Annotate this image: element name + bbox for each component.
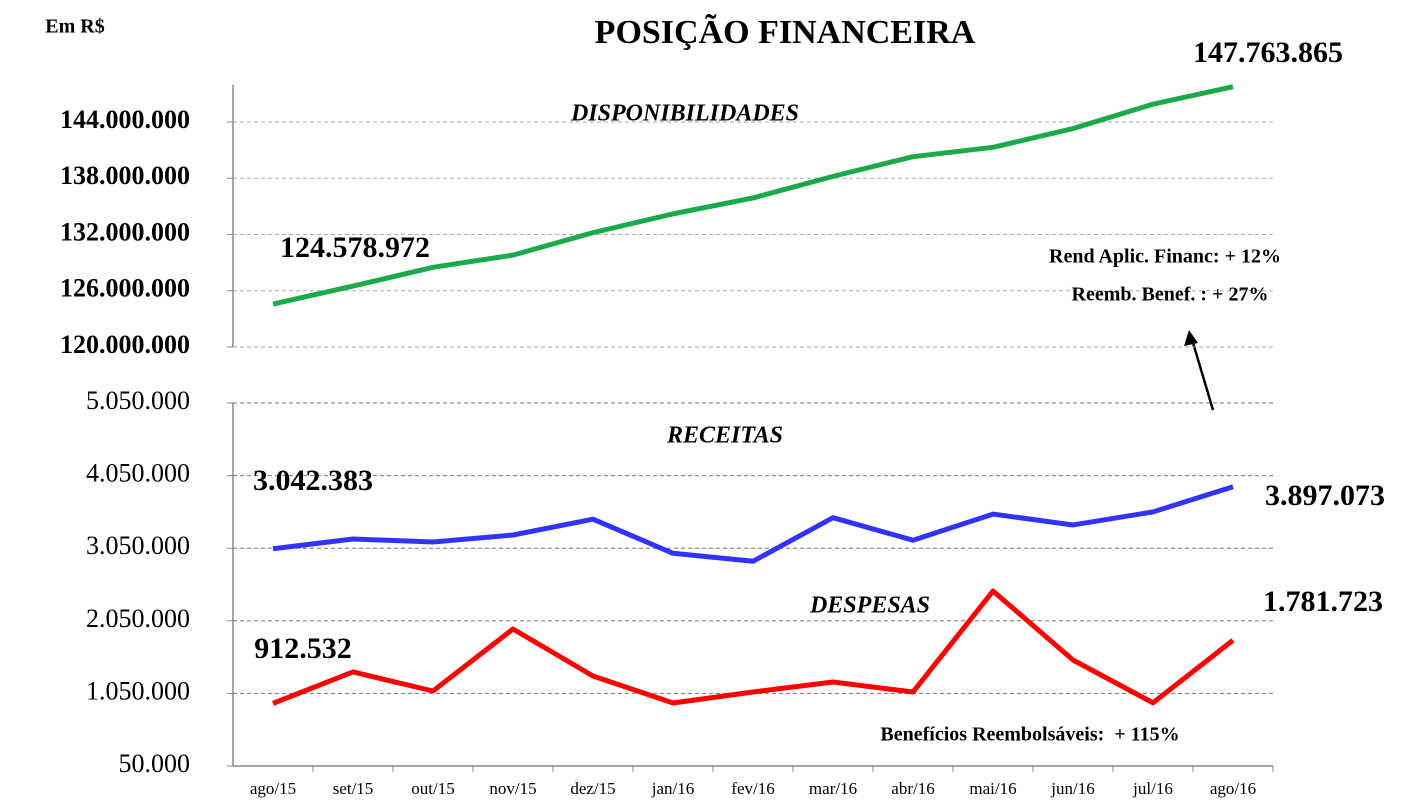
series-label: DESPESAS (809, 593, 930, 619)
value-label: 147.763.865 (1193, 36, 1343, 69)
y-tick-label: 2.050.000 (86, 604, 190, 633)
arrow (1184, 330, 1215, 411)
x-tick-label: fev/16 (731, 779, 774, 798)
series-label: DISPONIBILIDADES (570, 101, 799, 127)
x-tick-label: nov/15 (489, 779, 536, 798)
y-tick-label: 4.050.000 (86, 459, 190, 488)
x-tick-label: jan/16 (651, 779, 695, 798)
annotation: Reemb. Benef. : + 27% (1072, 284, 1269, 306)
x-tick-label: out/15 (411, 779, 454, 798)
annotation: Benefícios Reembolsáveis: + 115% (880, 724, 1179, 746)
y-tick-label: 3.050.000 (86, 531, 190, 560)
x-tick-label: jun/16 (1050, 779, 1094, 798)
value-label: 1.781.723 (1263, 585, 1383, 618)
y-tick-label: 126.000.000 (60, 274, 190, 303)
y-tick-label: 144.000.000 (60, 105, 190, 134)
y-tick-label: 50.000 (119, 749, 191, 778)
arrow-head (1184, 330, 1198, 346)
annotation: Rend Aplic. Financ: + 12% (1049, 246, 1281, 268)
y-tick-label: 1.050.000 (86, 676, 190, 705)
value-label: 3.042.383 (253, 464, 373, 497)
x-tick-label: set/15 (333, 779, 374, 798)
series-line (272, 484, 1234, 564)
value-label: 124.578.972 (280, 231, 430, 264)
value-label: 912.532 (254, 632, 352, 665)
series-line (272, 588, 1235, 706)
x-tick-label: mai/16 (969, 779, 1016, 798)
x-tick-label: ago/15 (250, 779, 296, 798)
value-label: 3.897.073 (1265, 479, 1385, 512)
chart-title: POSIÇÃO FINANCEIRA (595, 14, 976, 51)
x-tick-label: dez/15 (570, 779, 615, 798)
series-label: RECEITAS (666, 423, 783, 449)
y-tick-label: 132.000.000 (60, 217, 190, 246)
series-line (272, 84, 1234, 307)
y-tick-label: 138.000.000 (60, 161, 190, 190)
x-tick-label: jul/16 (1132, 779, 1173, 798)
y-tick-label: 5.050.000 (86, 386, 190, 415)
x-tick-label: abr/16 (891, 779, 934, 798)
arrow-line (1189, 335, 1215, 411)
unit-label: Em R$ (45, 16, 104, 38)
x-tick-label: mar/16 (809, 779, 857, 798)
x-tick-label: ago/16 (1210, 779, 1256, 798)
y-tick-label: 120.000.000 (60, 330, 190, 359)
